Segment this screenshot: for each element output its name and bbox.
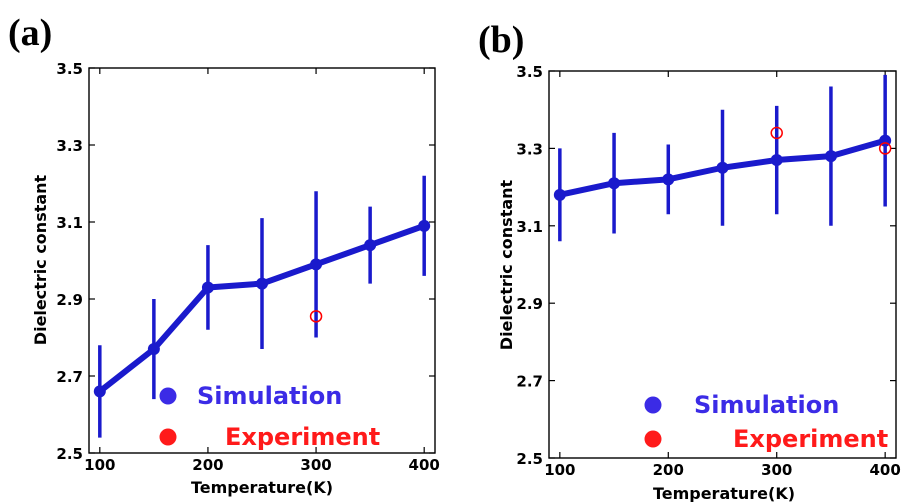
legend-experiment-label: Experiment bbox=[225, 423, 380, 451]
simulation-point bbox=[256, 277, 268, 290]
y-tick-label: 2.5 bbox=[516, 450, 543, 468]
x-tick-label: 100 bbox=[544, 461, 575, 479]
x-tick-label: 400 bbox=[409, 456, 440, 474]
plot-frame bbox=[548, 70, 897, 459]
y-tick-label: 2.7 bbox=[56, 368, 83, 386]
x-tick-label: 300 bbox=[761, 461, 792, 479]
y-axis-title: Dielectric constant bbox=[31, 174, 50, 345]
simulation-point bbox=[553, 188, 566, 201]
y-tick-label: 2.9 bbox=[516, 295, 543, 313]
y-tick-label: 3.5 bbox=[56, 60, 83, 78]
legend-experiment-label: Experiment bbox=[733, 425, 888, 453]
simulation-point bbox=[716, 161, 729, 174]
simulation-point bbox=[770, 154, 783, 167]
legend: Simulation Experiment bbox=[644, 391, 888, 453]
y-tick-label: 2.9 bbox=[56, 291, 83, 309]
simulation-point bbox=[608, 177, 621, 190]
y-tick-label: 3.5 bbox=[516, 63, 543, 81]
chart-panel-a: (a) 2.5 2.7 2.9 3.1 3.3 3.5 100 200 300 400 Tempera… bbox=[8, 12, 440, 497]
experiment-point bbox=[878, 142, 892, 155]
panel-label: (b) bbox=[478, 19, 524, 61]
simulation-point bbox=[147, 343, 160, 356]
simulation-point bbox=[201, 281, 214, 294]
experiment-point bbox=[309, 310, 323, 323]
y-tick-label: 3.1 bbox=[56, 214, 83, 232]
x-tick-label: 100 bbox=[84, 456, 115, 474]
x-axis-title: Temperature(K) bbox=[653, 484, 795, 502]
legend-experiment-marker bbox=[159, 428, 177, 446]
legend-simulation-label: Simulation bbox=[197, 382, 342, 410]
y-tick-label: 3.3 bbox=[516, 140, 543, 158]
x-axis-title: Temperature(K) bbox=[191, 478, 333, 497]
legend-simulation-marker bbox=[159, 387, 177, 405]
x-tick-label: 200 bbox=[653, 461, 684, 479]
simulation-series bbox=[553, 74, 892, 242]
y-axis-title: Dielectric constant bbox=[497, 179, 516, 350]
panel-label: (a) bbox=[8, 12, 52, 54]
x-tick-label: 200 bbox=[192, 456, 223, 474]
simulation-point bbox=[93, 385, 106, 398]
y-tick-label: 2.7 bbox=[516, 373, 543, 391]
y-tick-label: 3.3 bbox=[56, 137, 83, 155]
simulation-point bbox=[824, 150, 837, 163]
simulation-series bbox=[93, 175, 431, 438]
simulation-point bbox=[310, 258, 323, 271]
simulation-point bbox=[418, 219, 431, 232]
y-tick-label: 2.5 bbox=[56, 445, 83, 463]
y-tick-label: 3.1 bbox=[516, 218, 543, 236]
plot-frame bbox=[88, 67, 436, 454]
simulation-point bbox=[662, 173, 675, 186]
legend-simulation-label: Simulation bbox=[694, 391, 839, 419]
legend: Simulation Experiment bbox=[159, 382, 380, 451]
legend-simulation-marker bbox=[644, 396, 662, 414]
chart-panel-b: (b) 2.5 2.7 2.9 3.1 3.3 3.5 100 200 300 400 Tempera… bbox=[478, 19, 901, 502]
simulation-point bbox=[364, 239, 377, 252]
experiment-point bbox=[770, 126, 783, 140]
x-tick-label: 300 bbox=[300, 456, 331, 474]
legend-experiment-marker bbox=[644, 430, 662, 448]
x-tick-label: 400 bbox=[870, 461, 901, 479]
